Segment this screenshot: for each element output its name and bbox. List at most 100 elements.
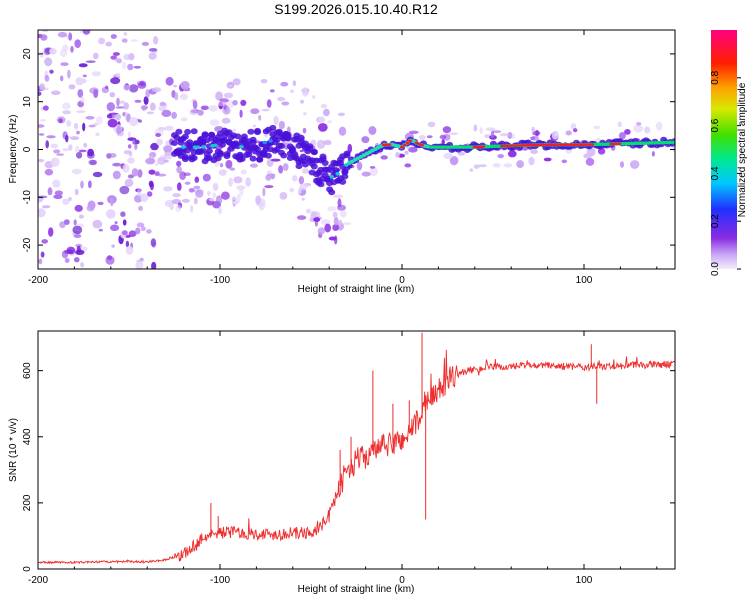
spectrogram-core-cell — [670, 140, 675, 145]
spectrogram-cell — [107, 118, 118, 128]
spectrogram-cell — [125, 245, 134, 255]
spectrogram-cell — [212, 182, 219, 191]
spectrogram-cell — [65, 134, 69, 143]
spectrogram-ridge-cell — [339, 178, 347, 185]
spectrogram-cell — [327, 120, 333, 124]
spectrogram-cell — [109, 92, 116, 98]
snr-x-label: Height of straight line (km) — [298, 584, 415, 595]
spectrogram-cell — [60, 62, 69, 66]
spectrogram-cell — [148, 180, 154, 187]
spectrogram-cell — [44, 75, 50, 82]
spectrogram-cell — [145, 89, 151, 98]
spectrogram-cell — [395, 151, 400, 158]
spectrogram-cell — [68, 197, 72, 201]
spectrogram-core-cell — [195, 145, 200, 149]
spectrogram-cell — [53, 149, 61, 154]
spectrogram-cell — [586, 147, 596, 157]
spectrogram-x-tick-label: -200 — [28, 275, 48, 286]
spectrogram-cell — [624, 129, 631, 135]
spectrogram-cell — [87, 148, 94, 157]
spectrogram-cell — [296, 215, 307, 220]
spectrogram-cell — [114, 221, 118, 225]
spectrogram-cell — [298, 176, 305, 185]
spectrogram-cell — [73, 234, 82, 239]
spectrogram-ridge-cell — [208, 132, 216, 139]
spectrogram-cell — [53, 194, 63, 200]
spectrogram-cell — [426, 135, 433, 139]
spectrogram-cell — [497, 154, 505, 159]
colorbar-tick-label: 0.2 — [710, 214, 721, 228]
spectrogram-peak-cell — [384, 143, 389, 146]
spectrogram-cell — [644, 126, 651, 134]
spectrogram-cell — [290, 89, 294, 93]
spectrogram-cell — [227, 84, 233, 88]
spectrogram-cell — [97, 201, 104, 206]
spectrogram-cell — [136, 259, 145, 263]
spectrogram-cell — [177, 182, 182, 191]
spectrogram-cell — [289, 187, 295, 193]
spectrogram-cell — [499, 133, 510, 137]
spectrogram-peak-cell — [541, 143, 545, 147]
spectrogram-ridge-cell — [269, 124, 277, 131]
spectrogram-cell — [239, 109, 243, 118]
spectrogram-cell — [183, 172, 191, 176]
spectrogram-cell — [219, 163, 224, 168]
spectrogram-ridge-cell — [254, 127, 261, 134]
spectrogram-cell — [59, 221, 66, 229]
spectrogram-cell — [511, 133, 515, 139]
spectrogram-cell — [250, 108, 260, 115]
spectrogram-cell — [338, 112, 345, 117]
spectrogram-cell — [44, 168, 54, 176]
colorbar-tick-label: 0.0 — [710, 262, 721, 276]
spectrogram-cell — [200, 105, 209, 111]
spectrogram-cell — [265, 174, 272, 181]
spectrogram-cell — [114, 57, 118, 62]
spectrogram-cell — [143, 96, 149, 105]
spectrogram-cell — [64, 258, 70, 263]
spectrogram-cell — [195, 189, 204, 198]
spectrogram-cell — [478, 164, 487, 168]
spectrogram-peak-cell — [557, 143, 562, 146]
spectrogram-cell — [245, 177, 251, 187]
spectrogram-cell — [339, 210, 347, 218]
spectrogram-cell — [119, 185, 130, 195]
spectrogram-cell — [149, 102, 156, 111]
spectrogram-cell — [165, 76, 174, 86]
spectrogram-cell — [164, 125, 174, 131]
spectrogram-ridge-cell — [256, 156, 264, 163]
spectrogram-cell — [52, 179, 61, 188]
spectrogram-cell — [106, 102, 116, 112]
spectrogram-cell — [123, 102, 129, 110]
spectrogram-cell — [327, 206, 337, 212]
spectrogram-cell — [528, 156, 535, 166]
spectrogram-cell — [38, 195, 44, 203]
spectrogram-cell — [39, 83, 45, 91]
spectrogram-cell — [490, 130, 495, 139]
spectrogram-cell — [280, 81, 289, 87]
spectrogram-cell — [173, 84, 178, 88]
spectrogram-cell — [130, 39, 139, 42]
spectrogram-cell — [134, 99, 142, 103]
spectrogram-cell — [442, 126, 452, 134]
spectrogram-cell — [202, 173, 211, 182]
snr-y-tick-label: 200 — [22, 494, 33, 511]
spectrogram-cell — [484, 134, 491, 139]
spectrogram-peak-cell — [387, 143, 392, 146]
snr-x-tick-label: -100 — [210, 575, 230, 586]
spectrogram-peak-cell — [576, 143, 581, 146]
spectrogram-ridge-cell — [223, 151, 231, 158]
spectrogram-cell — [180, 93, 188, 100]
spectrogram-cell — [155, 133, 162, 137]
spectrogram-cell — [305, 208, 312, 214]
snr-y-ticks: 0 200 400 600 — [22, 362, 675, 572]
spectrogram-cell — [216, 196, 222, 199]
spectrogram-cell — [270, 173, 276, 180]
spectrogram-cell — [71, 168, 82, 175]
snr-y-tick-label: 600 — [22, 362, 33, 379]
spectrogram-cell — [150, 142, 159, 151]
snr-frame — [37, 330, 676, 570]
spectrogram-cell — [323, 108, 330, 117]
spectrogram-cell — [116, 58, 122, 64]
spectrogram-cell — [157, 157, 166, 165]
